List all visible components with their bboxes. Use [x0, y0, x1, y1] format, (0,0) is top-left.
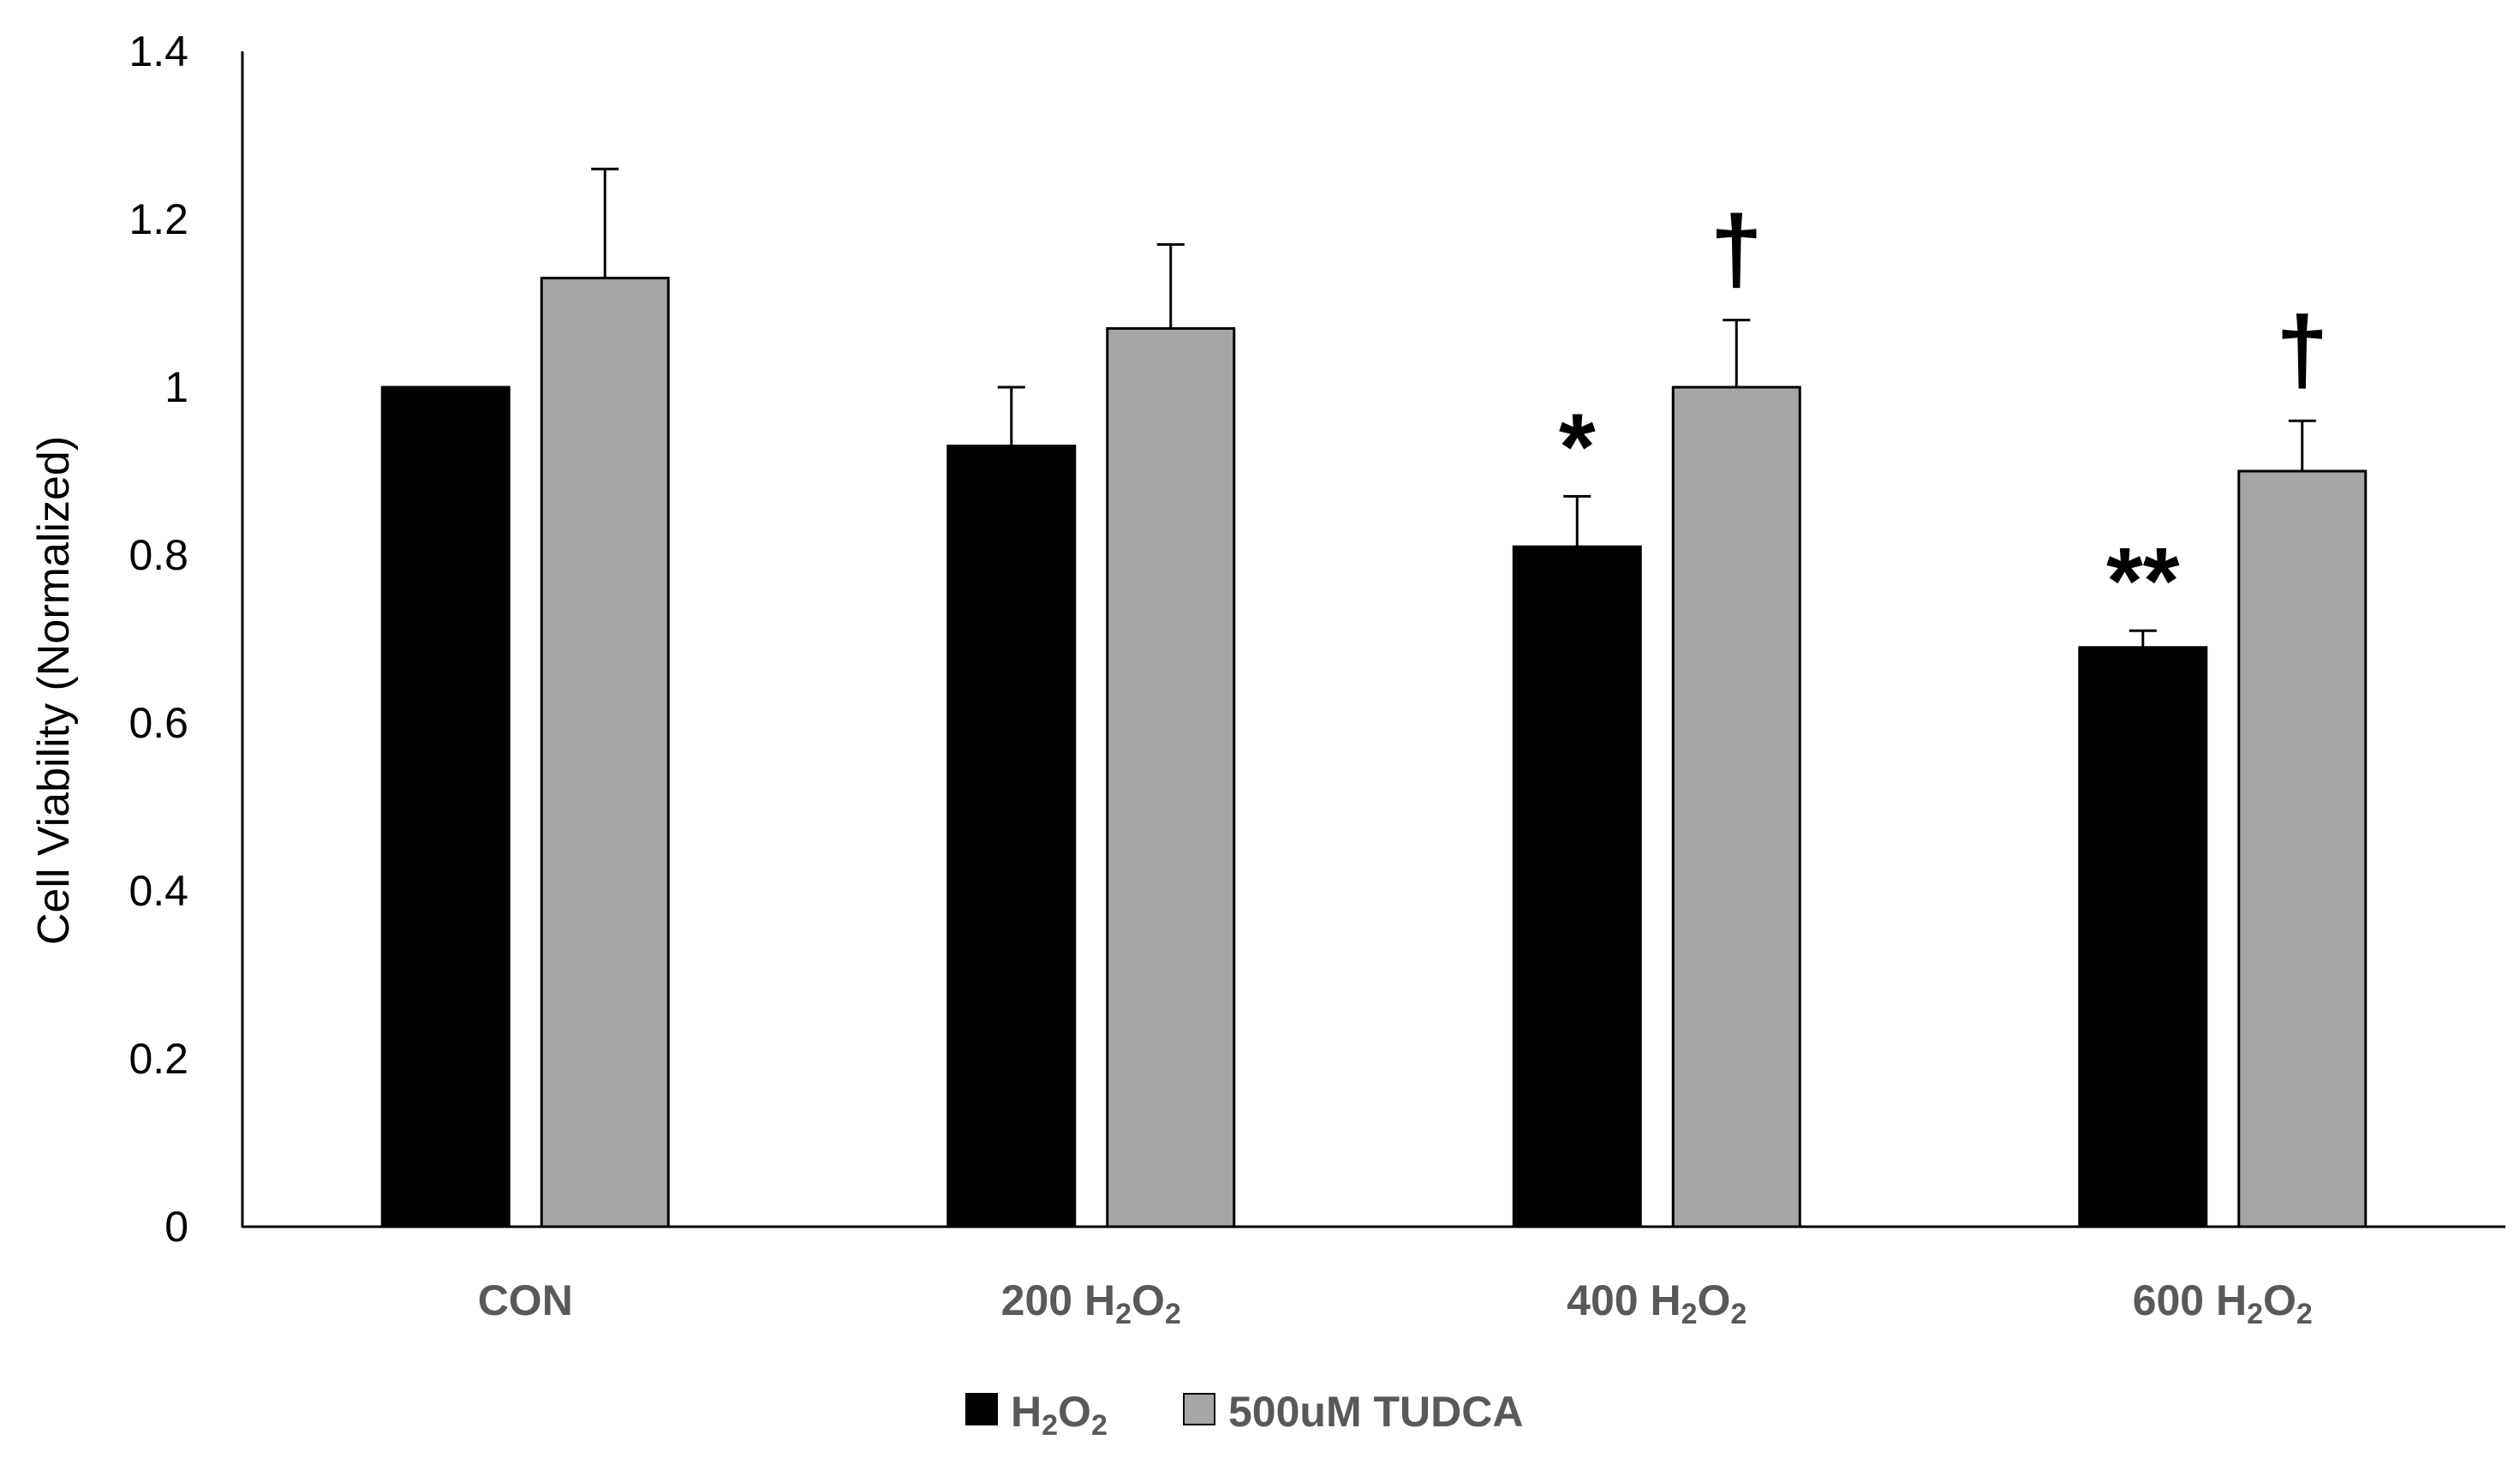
- bar: [1106, 326, 1236, 1228]
- legend-swatch-h2o2: [965, 1393, 998, 1425]
- y-tick-label: 1: [164, 363, 188, 411]
- legend-swatch-tudca: [1183, 1393, 1215, 1425]
- bar: [2237, 469, 2368, 1228]
- y-tick-label: 0: [164, 1203, 188, 1251]
- legend-label-h2o2: H2O2: [1011, 1388, 1108, 1442]
- bars-group: [380, 167, 2368, 1228]
- y-tick-label: 0.2: [128, 1035, 188, 1083]
- significance-dagger: †: [2276, 297, 2328, 403]
- labels-group: ***††CON 200 H2O2 400 H2O2 600 H2O2: [478, 197, 2329, 1330]
- x-tick-label-prefix: 200: [1001, 1276, 1084, 1324]
- y-tick-label: 0.4: [128, 867, 188, 915]
- bar: [380, 385, 511, 1228]
- x-tick-label-sub: 2: [1165, 1298, 1181, 1330]
- axes-group: 0 0.2 0.4 0.6 0.8 1 1.2 1.4 Cell Viability (Norm…: [29, 27, 2505, 1251]
- y-tick-label: 0.8: [128, 531, 188, 579]
- x-tick-label-h: H: [1650, 1276, 1681, 1324]
- x-tick-label: 600 H2O2: [2133, 1276, 2313, 1330]
- legend-sub: 2: [1091, 1409, 1108, 1442]
- x-tick-label-prefix: 400: [1567, 1276, 1650, 1324]
- x-tick-label: 200 H2O2: [1001, 1276, 1181, 1330]
- x-tick-label-sub: 2: [1681, 1298, 1698, 1330]
- bar: [946, 445, 1077, 1228]
- y-tick-label: 1.4: [128, 27, 188, 75]
- x-tick-label-sub: 2: [1115, 1298, 1132, 1330]
- x-tick-label-h: H: [1084, 1276, 1115, 1324]
- x-tick-label-o: O: [2263, 1276, 2296, 1324]
- y-tick-label: 1.2: [128, 195, 188, 243]
- bar: [1512, 545, 1642, 1228]
- bar: [2078, 646, 2208, 1228]
- x-tick-label: CON: [478, 1276, 573, 1324]
- legend-o: O: [1058, 1388, 1091, 1436]
- x-tick-label-sub: 2: [2247, 1298, 2263, 1330]
- legend-h: H: [1011, 1388, 1042, 1436]
- x-tick-label-prefix: 600: [2133, 1276, 2216, 1324]
- x-tick-label-h: H: [2216, 1276, 2247, 1324]
- y-tick-label: 0.6: [128, 699, 188, 747]
- x-tick-label-o: O: [1698, 1276, 1731, 1324]
- legend-sub: 2: [1042, 1409, 1058, 1442]
- x-tick-label-o: O: [1132, 1276, 1165, 1324]
- significance-asterisk: **: [2106, 529, 2180, 634]
- x-tick-label: 400 H2O2: [1567, 1276, 1747, 1330]
- x-tick-label-prefix: CON: [478, 1276, 573, 1324]
- legend-label-tudca: 500uM TUDCA: [1228, 1388, 1523, 1436]
- bar: [1671, 385, 1801, 1228]
- significance-asterisk: *: [1559, 394, 1596, 499]
- x-tick-label-sub: 2: [2296, 1298, 2313, 1330]
- significance-dagger: †: [1711, 197, 1763, 302]
- x-tick-label-sub: 2: [1730, 1298, 1747, 1330]
- bar: [540, 277, 670, 1228]
- legend: H2O2 500uM TUDCA: [965, 1388, 1523, 1442]
- y-axis-label: Cell Viability (Normalized): [29, 436, 79, 945]
